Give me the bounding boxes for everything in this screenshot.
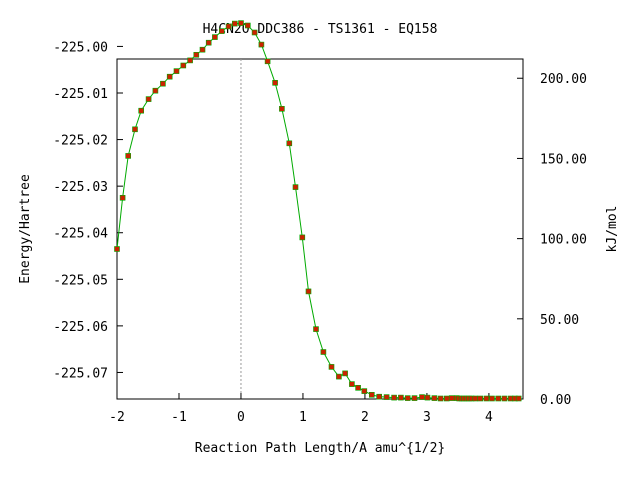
data-point: [138, 107, 144, 114]
data-point: [424, 394, 431, 401]
data-point: [483, 395, 490, 402]
data-point: [477, 395, 484, 402]
data-point: [286, 140, 293, 147]
data-point: [313, 326, 319, 332]
data-point: [472, 395, 479, 402]
y-axis-left: -225.00 -225.01 -225.02 -225.03 -225.04 -225.…: [53, 40, 123, 381]
y-tick-label: -225.06: [53, 320, 108, 335]
chart-title: H4CN2O DDC386 - TS1361 - EQ158: [203, 22, 438, 37]
y2-tick-label: 200.00: [540, 72, 587, 87]
y-tick-label: -225.07: [53, 366, 108, 381]
data-point: [368, 391, 375, 398]
data-point: [320, 349, 327, 355]
x-axis: -2 -1 0 1 2 3 4: [109, 393, 493, 425]
data-point: [431, 395, 438, 401]
data-point: [376, 393, 383, 400]
data-point: [152, 87, 159, 94]
x-tick-label: 2: [361, 410, 369, 425]
data-point: [119, 195, 126, 201]
data-point: [448, 395, 455, 401]
data-point: [114, 246, 120, 252]
y-tick-label: -225.00: [53, 40, 108, 55]
x-tick-label: 1: [299, 410, 307, 425]
y-tick-label: -225.02: [53, 134, 108, 149]
x-tick-label: 4: [485, 410, 493, 425]
x-axis-label: Reaction Path Length/A amu^{1/2}: [195, 441, 445, 456]
data-point: [145, 96, 152, 102]
y-tick-label: -225.03: [53, 180, 108, 195]
x-tick-label: 3: [423, 410, 431, 425]
data-point: [125, 153, 131, 159]
data-point: [361, 388, 368, 394]
y-tick-label: -225.05: [53, 273, 108, 288]
energy-curve: [116, 22, 519, 399]
data-point: [212, 34, 218, 40]
data-point: [279, 106, 285, 112]
y-tick-label: -225.04: [53, 227, 108, 242]
data-point: [383, 394, 390, 400]
plot-frame: [116, 58, 524, 400]
data-point: [495, 395, 502, 402]
data-point: [501, 395, 508, 402]
data-point: [160, 80, 166, 87]
data-point: [238, 20, 244, 26]
data-point: [443, 395, 450, 402]
data-point: [219, 28, 225, 34]
y2-tick-label: 150.00: [540, 152, 587, 167]
data-point: [199, 46, 206, 53]
data-point: [355, 384, 361, 391]
y2-tick-label: 100.00: [540, 233, 587, 248]
data-point: [349, 381, 355, 387]
y2-tick-label: 50.00: [540, 313, 579, 328]
y-axis-right: 0.00 50.00 100.00 150.00 200.00: [517, 72, 587, 408]
data-point: [166, 73, 173, 80]
data-point: [336, 373, 342, 380]
data-point: [489, 395, 495, 402]
data-point: [232, 20, 238, 27]
x-tick-label: 0: [237, 410, 245, 425]
x-tick-label: -2: [109, 410, 125, 425]
data-points: [114, 20, 522, 402]
y-axis-label: Energy/Hartree: [18, 174, 33, 284]
data-point: [272, 80, 278, 86]
y2-tick-label: 0.00: [540, 393, 571, 408]
data-point: [342, 370, 348, 377]
data-point: [132, 126, 138, 133]
data-point: [251, 29, 258, 36]
x-tick-label: -1: [171, 410, 187, 425]
data-point: [180, 62, 187, 69]
data-point: [193, 51, 200, 58]
data-point: [515, 395, 522, 402]
data-point: [411, 395, 418, 401]
data-point: [292, 184, 299, 190]
data-point: [299, 234, 306, 241]
data-point: [328, 364, 335, 370]
data-point: [225, 23, 232, 30]
data-point: [391, 394, 397, 401]
data-point: [404, 395, 411, 401]
y2-axis-label: kJ/mol: [605, 206, 620, 253]
data-point: [398, 394, 404, 401]
data-point: [419, 394, 425, 400]
data-point: [437, 395, 444, 402]
data-point: [187, 57, 193, 64]
data-point: [264, 58, 271, 65]
data-point: [258, 41, 265, 48]
data-point: [173, 68, 180, 74]
data-point: [205, 39, 212, 46]
data-point: [305, 288, 312, 295]
data-point: [245, 22, 251, 29]
y-tick-label: -225.01: [53, 87, 108, 102]
